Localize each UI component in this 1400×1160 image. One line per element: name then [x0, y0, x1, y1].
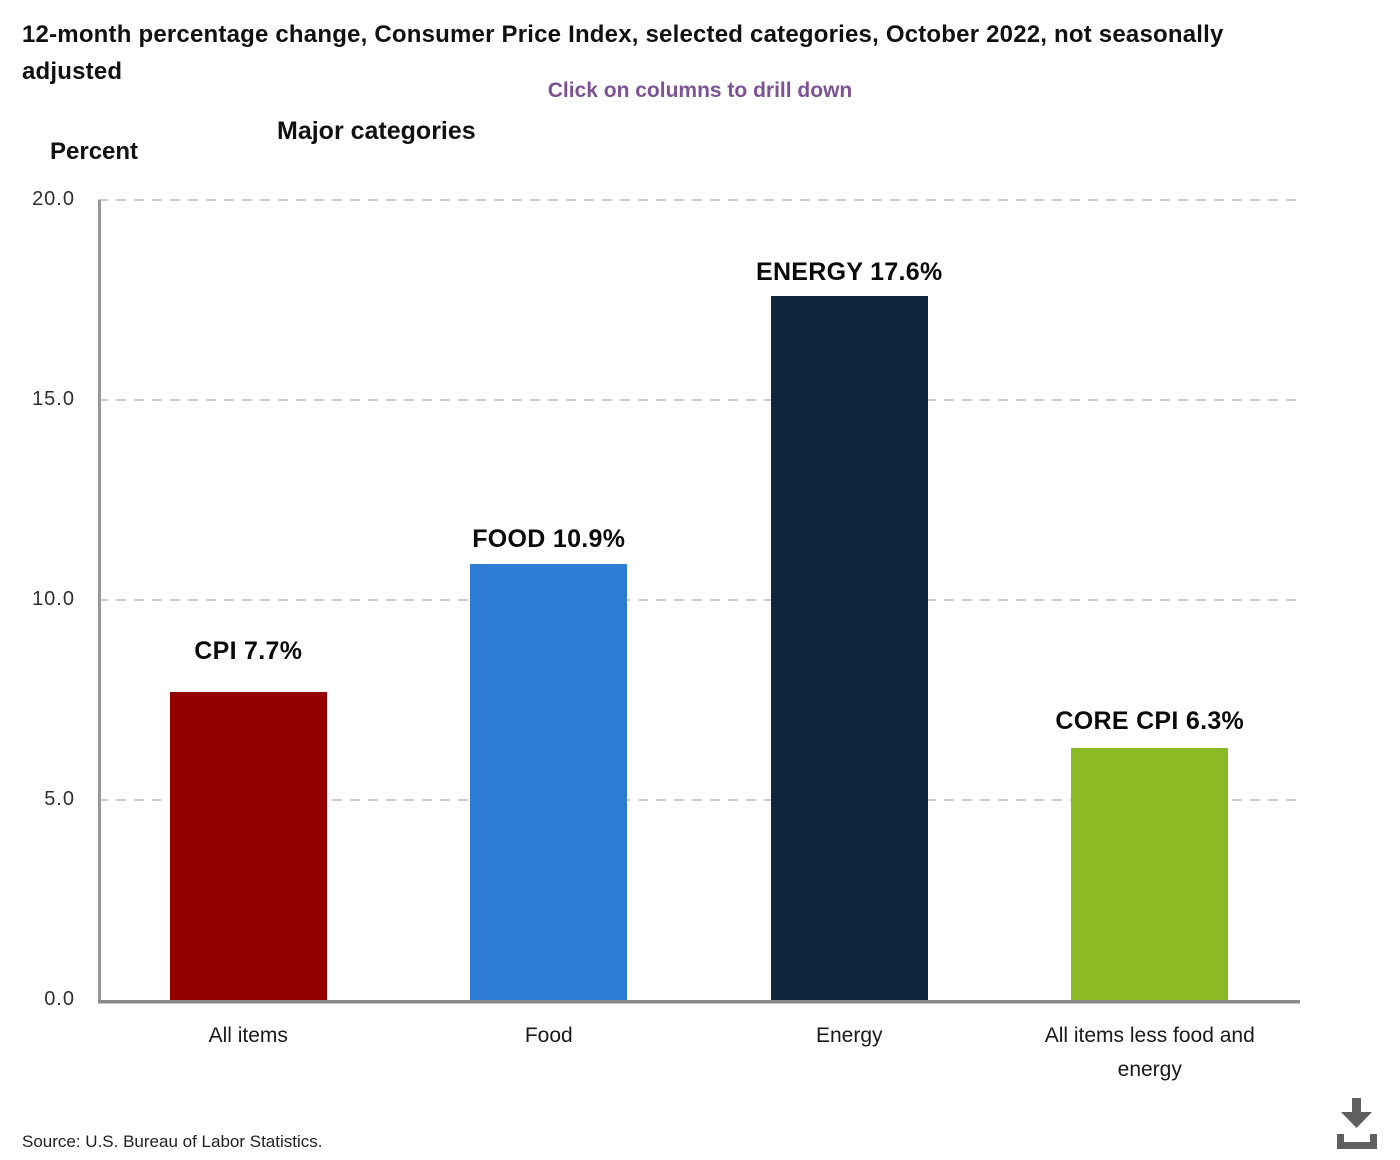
chart-title: 12-month percentage change, Consumer Pri… [22, 21, 1224, 85]
x-category-label-food: Food [524, 1024, 573, 1047]
bar-value-label-energy: ENERGY 17.6% [755, 258, 943, 286]
y-tick-label-15.0: 15.0 [32, 388, 75, 410]
gridline-10.0 [98, 599, 1300, 601]
x-axis-line [98, 1000, 1300, 1004]
y-axis-line [98, 200, 101, 1000]
x-category-label-energy: Energy [815, 1024, 883, 1047]
y-tick-label-20.0: 20.0 [32, 188, 75, 210]
chart-subtitle-major-categories: Major categories [277, 117, 476, 145]
gridline-5.0 [98, 799, 1300, 801]
bar-value-label-all-items: CPI 7.7% [194, 637, 303, 665]
bar-value-label-all-items-less-food-and-energy: CORE CPI 6.3% [1055, 707, 1245, 735]
download-button[interactable] [1333, 1094, 1381, 1154]
source-note: Source: U.S. Bureau of Labor Statistics. [22, 1132, 323, 1151]
y-tick-label-5.0: 5.0 [44, 788, 75, 810]
gridline-15.0 [98, 399, 1300, 401]
bar-all-items[interactable] [169, 692, 327, 1000]
y-axis-title-percent: Percent [50, 138, 139, 165]
bar-energy[interactable] [770, 296, 928, 1000]
drilldown-hint-text: Click on columns to drill down [547, 79, 853, 102]
y-tick-label-0.0: 0.0 [44, 988, 75, 1010]
bar-all-items-less-food-and-energy[interactable] [1071, 748, 1229, 1000]
bar-food[interactable] [470, 564, 628, 1000]
x-category-label-all-items: All items [208, 1024, 288, 1047]
download-icon [1337, 1098, 1377, 1149]
gridline-20.0 [98, 199, 1300, 201]
x-category-label-all-items-less-food-and-energy: All items less food and energy [1044, 1024, 1255, 1081]
y-tick-label-10.0: 10.0 [32, 588, 75, 610]
bar-value-label-food: FOOD 10.9% [472, 525, 626, 553]
